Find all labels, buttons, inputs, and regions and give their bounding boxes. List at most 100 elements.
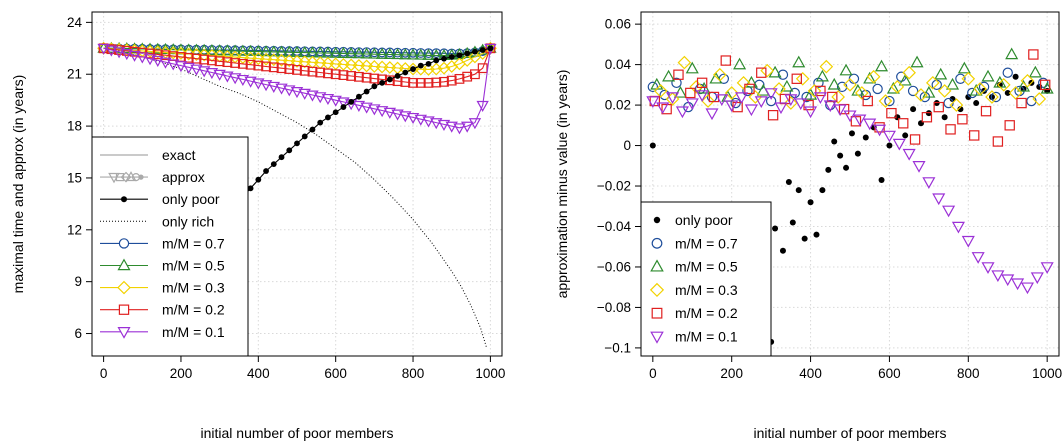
data-point [922, 177, 936, 189]
data-point [346, 71, 357, 81]
data-point [415, 77, 426, 88]
data-point [981, 262, 995, 274]
data-point [1020, 73, 1035, 88]
data-point [290, 87, 304, 99]
x-tick-label: 600 [878, 366, 901, 381]
data-point [307, 66, 318, 77]
data-point [408, 77, 418, 88]
data-point [120, 49, 133, 61]
data-point [973, 100, 980, 107]
data-point [878, 176, 885, 183]
legend-label: only rich [162, 213, 214, 229]
data-point [214, 56, 225, 67]
legend-swatch [118, 238, 130, 249]
data-point [855, 86, 869, 100]
x-tick-label: 800 [957, 366, 980, 381]
data-point [437, 61, 451, 75]
data-point [213, 44, 226, 56]
data-point [1004, 89, 1011, 96]
data-point [843, 78, 857, 92]
data-point [863, 71, 877, 84]
data-point [190, 64, 203, 76]
data-point [399, 111, 412, 123]
only-poor-point [247, 185, 254, 192]
legend-label: m/M = 0.5 [675, 259, 738, 275]
data-point [361, 72, 372, 83]
data-point [898, 73, 912, 86]
left-y-axis-label: maximal time and approx (in years) [10, 75, 26, 294]
data-point [352, 47, 366, 59]
data-point [831, 90, 845, 104]
data-point [675, 106, 689, 119]
data-point [902, 65, 916, 80]
data-point [191, 53, 202, 64]
data-point [973, 82, 987, 96]
data-point [980, 105, 992, 117]
data-point [949, 98, 964, 112]
data-point [430, 118, 443, 130]
only-poor-point [371, 83, 378, 90]
y-tick-label: 12 [67, 222, 82, 237]
data-point [329, 95, 342, 107]
right-legend: only poor m/M = 0.7 m/M = 0.5 m/M = 0.3 m/M … [640, 201, 772, 357]
data-point [784, 96, 798, 110]
only-poor-point [325, 114, 331, 121]
data-point [237, 58, 248, 69]
data-point [827, 77, 841, 90]
data-point [321, 93, 335, 106]
data-point [932, 193, 946, 206]
only-poor-point [472, 48, 478, 55]
data-point [399, 48, 412, 60]
data-point [646, 96, 660, 109]
data-point [951, 221, 965, 234]
data-point [815, 85, 826, 97]
legend-item: m/M = 0.7 [100, 235, 225, 251]
legend-swatch [651, 237, 663, 249]
data-point [143, 54, 157, 66]
data-point [253, 60, 264, 71]
data-point [689, 80, 704, 94]
legend-label: m/M = 0.1 [675, 329, 738, 345]
data-point [898, 118, 909, 129]
data-point [221, 71, 234, 83]
data-point [804, 87, 818, 100]
data-point [803, 99, 814, 111]
only-poor-point [410, 66, 416, 72]
data-point [772, 225, 779, 232]
data-point [933, 101, 944, 113]
only-poor-point [456, 52, 463, 59]
data-point [910, 106, 917, 113]
data-point [659, 89, 670, 101]
only-poor-point [301, 133, 308, 140]
data-point [406, 112, 420, 125]
data-point [454, 73, 465, 84]
data-point [996, 78, 1011, 92]
data-point [917, 120, 924, 127]
data-point [863, 118, 877, 131]
data-point [244, 76, 257, 88]
data-point [160, 50, 171, 61]
data-point [136, 52, 149, 64]
y-tick-label: −0.1 [604, 340, 631, 355]
data-point [754, 96, 768, 109]
data-point [151, 55, 164, 68]
data-point [298, 88, 311, 100]
legend-label: only poor [162, 191, 220, 207]
data-point [344, 47, 358, 59]
data-point [765, 95, 777, 107]
legend-label: exact [162, 147, 196, 163]
data-point [945, 124, 956, 135]
data-point [183, 52, 194, 63]
data-point [228, 73, 242, 85]
data-point [990, 91, 1002, 103]
legend-label: m/M = 0.2 [162, 302, 225, 318]
data-point [777, 69, 789, 80]
data-point [853, 114, 867, 127]
data-point [839, 63, 853, 76]
data-point [337, 46, 350, 58]
data-point [1020, 282, 1034, 295]
data-point [414, 114, 427, 126]
data-point [236, 74, 250, 87]
x-tick-label: 400 [799, 366, 822, 381]
